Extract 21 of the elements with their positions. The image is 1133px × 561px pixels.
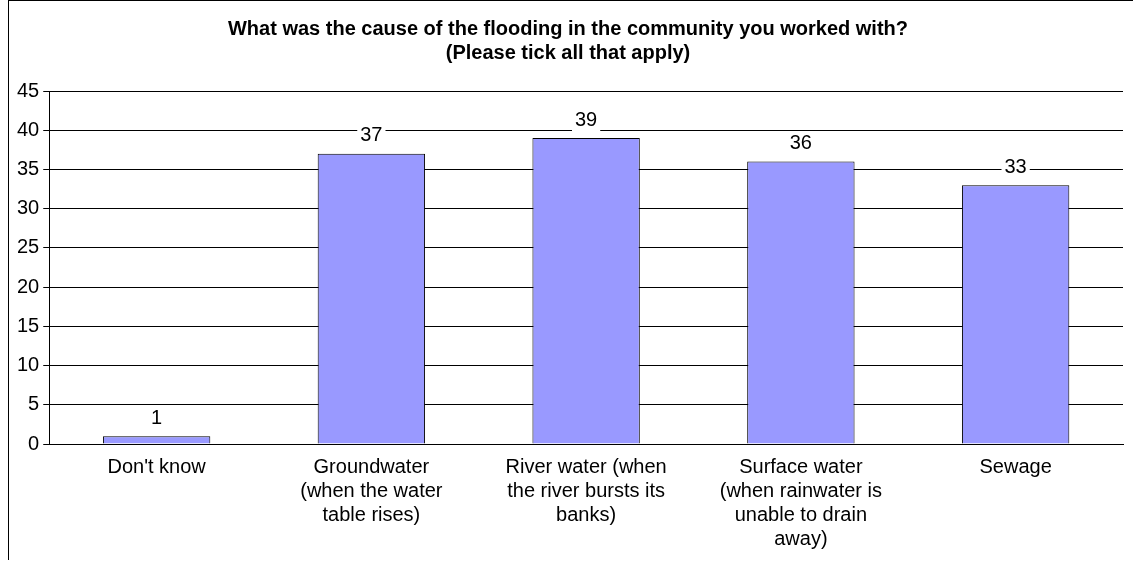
y-tick-label: 5 — [28, 392, 40, 415]
y-tick-label: 40 — [17, 117, 40, 140]
x-tick-label: River water (when the river bursts its banks) — [505, 454, 667, 525]
x-tick-label: Surface water (when rainwater is unable to drain away) — [719, 454, 883, 549]
data-label: 36 — [789, 131, 812, 154]
data-label: 37 — [360, 123, 383, 146]
x-tick-label: Sewage — [979, 454, 1052, 477]
y-tick-label: 25 — [17, 235, 40, 258]
y-tick-label: 35 — [17, 156, 40, 179]
chart-title: What was the cause of the flooding in the community you worked with? (Please tick all that apply) — [227, 16, 909, 63]
y-tick-label: 45 — [17, 78, 40, 101]
y-tick-label: 10 — [17, 353, 40, 376]
data-label: 1 — [151, 405, 163, 428]
y-tick-label: 0 — [28, 431, 40, 454]
data-label: 39 — [575, 107, 598, 130]
y-tick-label: 30 — [17, 196, 40, 219]
x-tick-label: Don't know — [107, 454, 207, 477]
y-tick-label: 15 — [17, 313, 40, 336]
y-tick-label: 20 — [17, 274, 40, 297]
x-tick-label: Groundwater (when the water table rises) — [300, 454, 443, 525]
data-label: 33 — [1004, 154, 1027, 177]
